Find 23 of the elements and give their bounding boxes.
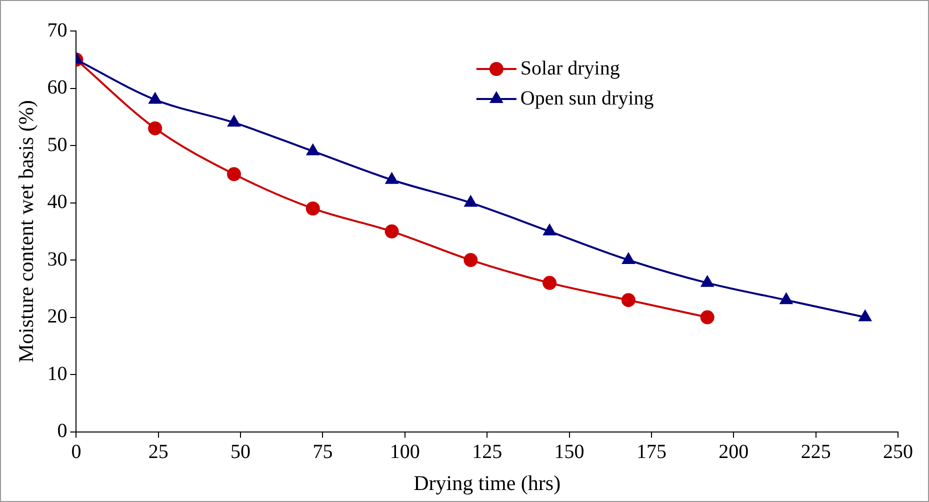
x-tick-label: 250 xyxy=(883,441,913,464)
x-tick-label: 175 xyxy=(636,441,666,464)
x-tick-label: 225 xyxy=(800,441,831,464)
legend-label: Open sun drying xyxy=(520,87,654,110)
x-axis-title: Drying time (hrs) xyxy=(414,470,561,495)
x-tick-label: 150 xyxy=(554,441,584,464)
y-tick-label: 0 xyxy=(57,420,68,442)
x-tick-label: 25 xyxy=(148,441,168,464)
legend-label: Solar drying xyxy=(520,57,620,80)
y-tick-label: 60 xyxy=(47,76,68,99)
x-tick-label: 0 xyxy=(71,441,82,464)
x-tick-label: 100 xyxy=(390,441,420,464)
y-tick-label: 30 xyxy=(47,248,68,270)
x-tick-label: 50 xyxy=(230,441,251,464)
x-tick-label: 75 xyxy=(312,441,333,464)
y-tick-label: 20 xyxy=(47,306,68,328)
x-tick-label: 200 xyxy=(718,441,749,464)
y-tick-label: 50 xyxy=(47,134,68,156)
y-tick-label: 70 xyxy=(47,19,68,42)
y-axis-title: Moisture content wet basis (%) xyxy=(14,100,38,363)
y-tick-label: 10 xyxy=(47,362,68,385)
x-tick-label: 125 xyxy=(472,441,502,464)
y-tick-label: 40 xyxy=(47,191,68,214)
